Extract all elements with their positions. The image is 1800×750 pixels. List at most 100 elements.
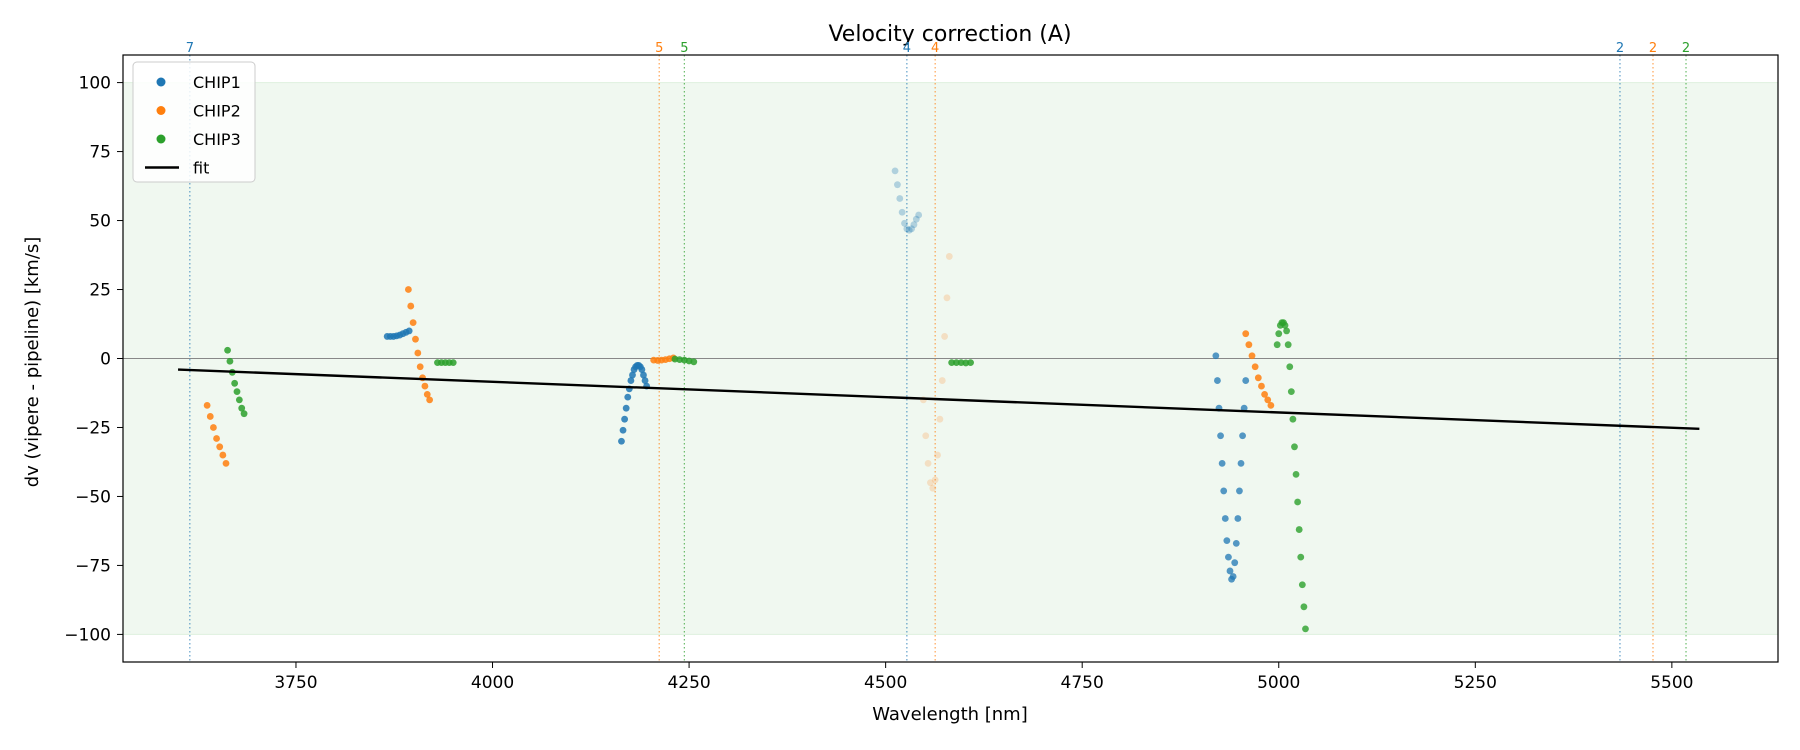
data-point-chip3 [952, 359, 960, 367]
data-point-chip3 [1275, 330, 1283, 338]
data-point-chip3 [233, 388, 241, 396]
data-point-chip2 [945, 253, 953, 260]
data-point-chip1 [627, 377, 635, 384]
data-point-chip1 [618, 437, 625, 445]
data-point-chip3 [449, 359, 457, 367]
data-point-chip1 [621, 415, 629, 423]
data-point-chip1 [1221, 515, 1229, 522]
data-point-chip2 [1248, 352, 1256, 360]
data-point-chip3 [1291, 443, 1298, 451]
data-point-chip3 [1302, 625, 1309, 633]
data-point-chip1 [903, 225, 911, 233]
data-point-chip2 [412, 335, 419, 343]
x-axis-label: Wavelength [nm] [872, 704, 1028, 725]
data-point-chip1 [1214, 377, 1221, 384]
data-point-chip2 [421, 382, 429, 390]
data-point-chip3 [1281, 321, 1289, 329]
data-point-chip1 [1212, 352, 1220, 360]
data-point-chip3 [1283, 327, 1291, 335]
data-point-chip3 [1287, 388, 1295, 396]
data-point-chip3 [231, 379, 239, 387]
x-tick-label: 4750 [1061, 673, 1104, 693]
y-tick-label: 25 [89, 281, 111, 301]
data-point-chip3 [235, 396, 243, 404]
data-point-chip3 [240, 410, 248, 418]
data-point-chip2 [423, 390, 431, 398]
data-point-chip2 [1242, 330, 1250, 338]
data-point-chip1 [1218, 459, 1226, 467]
data-point-chip3 [1273, 341, 1281, 349]
y-axis-label: dv (vipere - pipeline) [km/s] [22, 237, 43, 488]
data-point-chip2 [409, 319, 417, 327]
data-point-chip3 [224, 346, 231, 354]
data-point-chip2 [404, 286, 412, 293]
x-tick-label: 5000 [1257, 673, 1300, 693]
data-point-chip2 [1261, 390, 1268, 398]
data-point-chip1 [629, 371, 636, 379]
data-point-chip1 [641, 377, 649, 384]
order-marker-label: 2 [1682, 41, 1690, 56]
y-tick-label: 0 [100, 350, 111, 370]
data-point-chip2 [222, 459, 230, 467]
data-point-chip2 [213, 435, 220, 442]
y-tick-label: −75 [75, 556, 111, 576]
data-point-chip2 [938, 377, 946, 384]
data-point-chip1 [1239, 432, 1246, 440]
data-point-chip1 [908, 225, 915, 233]
legend-marker-chip2 [156, 106, 166, 115]
data-point-chip2 [210, 424, 217, 431]
data-point-chip3 [690, 358, 698, 366]
data-point-chip3 [226, 357, 234, 365]
data-point-chip3 [967, 359, 974, 367]
data-point-chip2 [1254, 374, 1262, 382]
data-point-chip1 [405, 327, 413, 335]
legend-label-chip1: CHIP1 [193, 73, 241, 92]
order-marker-label: 2 [1616, 41, 1624, 56]
x-tick-label: 4500 [864, 673, 907, 693]
data-point-chip1 [1231, 559, 1239, 567]
fit-line [177, 368, 1700, 431]
data-point-chip2 [407, 302, 415, 310]
data-point-chip1 [1242, 377, 1250, 384]
data-point-chip2 [1264, 396, 1272, 404]
data-point-chip1 [1234, 515, 1242, 522]
data-point-chip1 [1232, 539, 1240, 547]
data-point-chip2 [943, 294, 951, 302]
data-point-chip1 [624, 393, 632, 401]
data-point-chip1 [1223, 537, 1231, 544]
data-point-chip3 [1284, 341, 1292, 349]
data-point-chip2 [929, 484, 937, 492]
data-point-chip1 [915, 211, 923, 219]
data-point-chip2 [416, 363, 424, 371]
data-point-chip2 [206, 413, 214, 420]
x-tick-label: 4000 [471, 673, 514, 693]
data-point-chip2 [426, 396, 434, 404]
x-tick-label: 3750 [274, 673, 317, 693]
order-marker-label: 4 [931, 41, 939, 56]
data-point-chip2 [936, 415, 944, 423]
legend-marker-chip3 [156, 134, 166, 144]
data-point-chip1 [891, 167, 899, 175]
data-point-chip3 [1297, 553, 1305, 561]
data-point-chip1 [901, 219, 908, 227]
data-point-chip2 [1251, 363, 1259, 371]
x-tick-label: 5250 [1454, 673, 1497, 693]
order-marker-label: 7 [186, 41, 194, 56]
y-tick-label: −100 [64, 625, 111, 645]
data-point-chip1 [1217, 432, 1224, 440]
data-point-chip1 [638, 366, 646, 373]
data-point-chip1 [1237, 459, 1245, 467]
data-point-chip1 [912, 215, 920, 223]
data-point-chip2 [414, 349, 422, 357]
chart-title: Velocity correction (A) [828, 22, 1071, 47]
data-point-chip1 [640, 371, 647, 379]
y-tick-label: 100 [79, 74, 111, 94]
y-tick-label: −25 [75, 418, 111, 438]
data-point-chip2 [924, 459, 932, 467]
data-point-chip1 [910, 221, 918, 229]
data-point-chip3 [1295, 526, 1303, 533]
data-point-chip1 [898, 208, 906, 216]
data-point-chip2 [927, 479, 934, 487]
y-tick-label: 50 [89, 212, 111, 232]
